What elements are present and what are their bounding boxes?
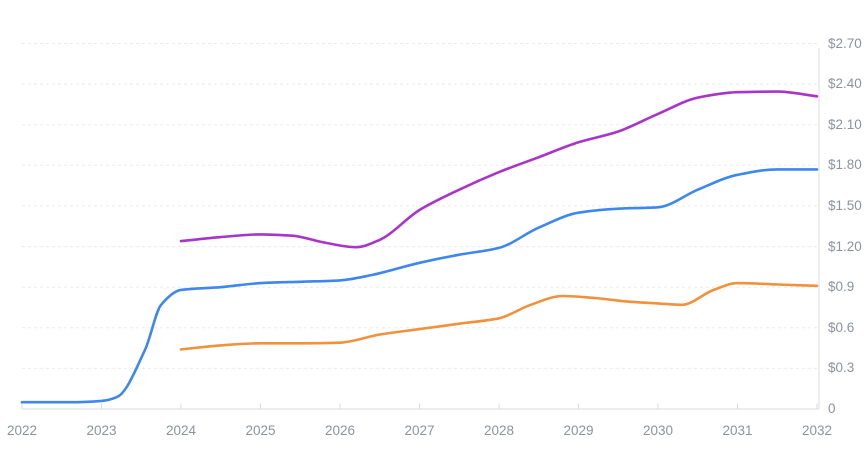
y-axis-label: $2.70: [828, 35, 862, 51]
x-axis-label: 2022: [6, 423, 38, 438]
purple-series-line: [179, 90, 819, 249]
x-axis-label: 2028: [483, 423, 515, 438]
y-axis-label: $2.10: [828, 116, 862, 132]
x-axis-label: 2027: [404, 423, 435, 438]
x-axis-label: 2023: [86, 423, 117, 438]
y-axis-label: $0.9: [828, 279, 855, 295]
y-axis-label: $1.80: [828, 157, 862, 173]
y-axis-label: $0.3: [828, 360, 855, 376]
y-axis-label: 0: [828, 401, 836, 416]
x-axis-label: 2030: [642, 423, 674, 438]
y-axis-label: $2.40: [828, 76, 862, 92]
orange-series-line: [179, 281, 819, 351]
x-axis-label: 2031: [722, 423, 753, 438]
x-axis-label: 2025: [245, 423, 276, 438]
y-axis-label: $1.20: [828, 238, 862, 254]
x-axis-label: 2032: [801, 423, 833, 438]
blue-series-line: [20, 168, 819, 404]
x-axis-label: 2024: [165, 423, 197, 438]
y-axis-label: $0.6: [828, 319, 855, 335]
y-axis-label: $1.50: [828, 197, 862, 213]
x-axis-label: 2026: [324, 423, 356, 438]
x-axis-label: 2029: [563, 423, 594, 438]
